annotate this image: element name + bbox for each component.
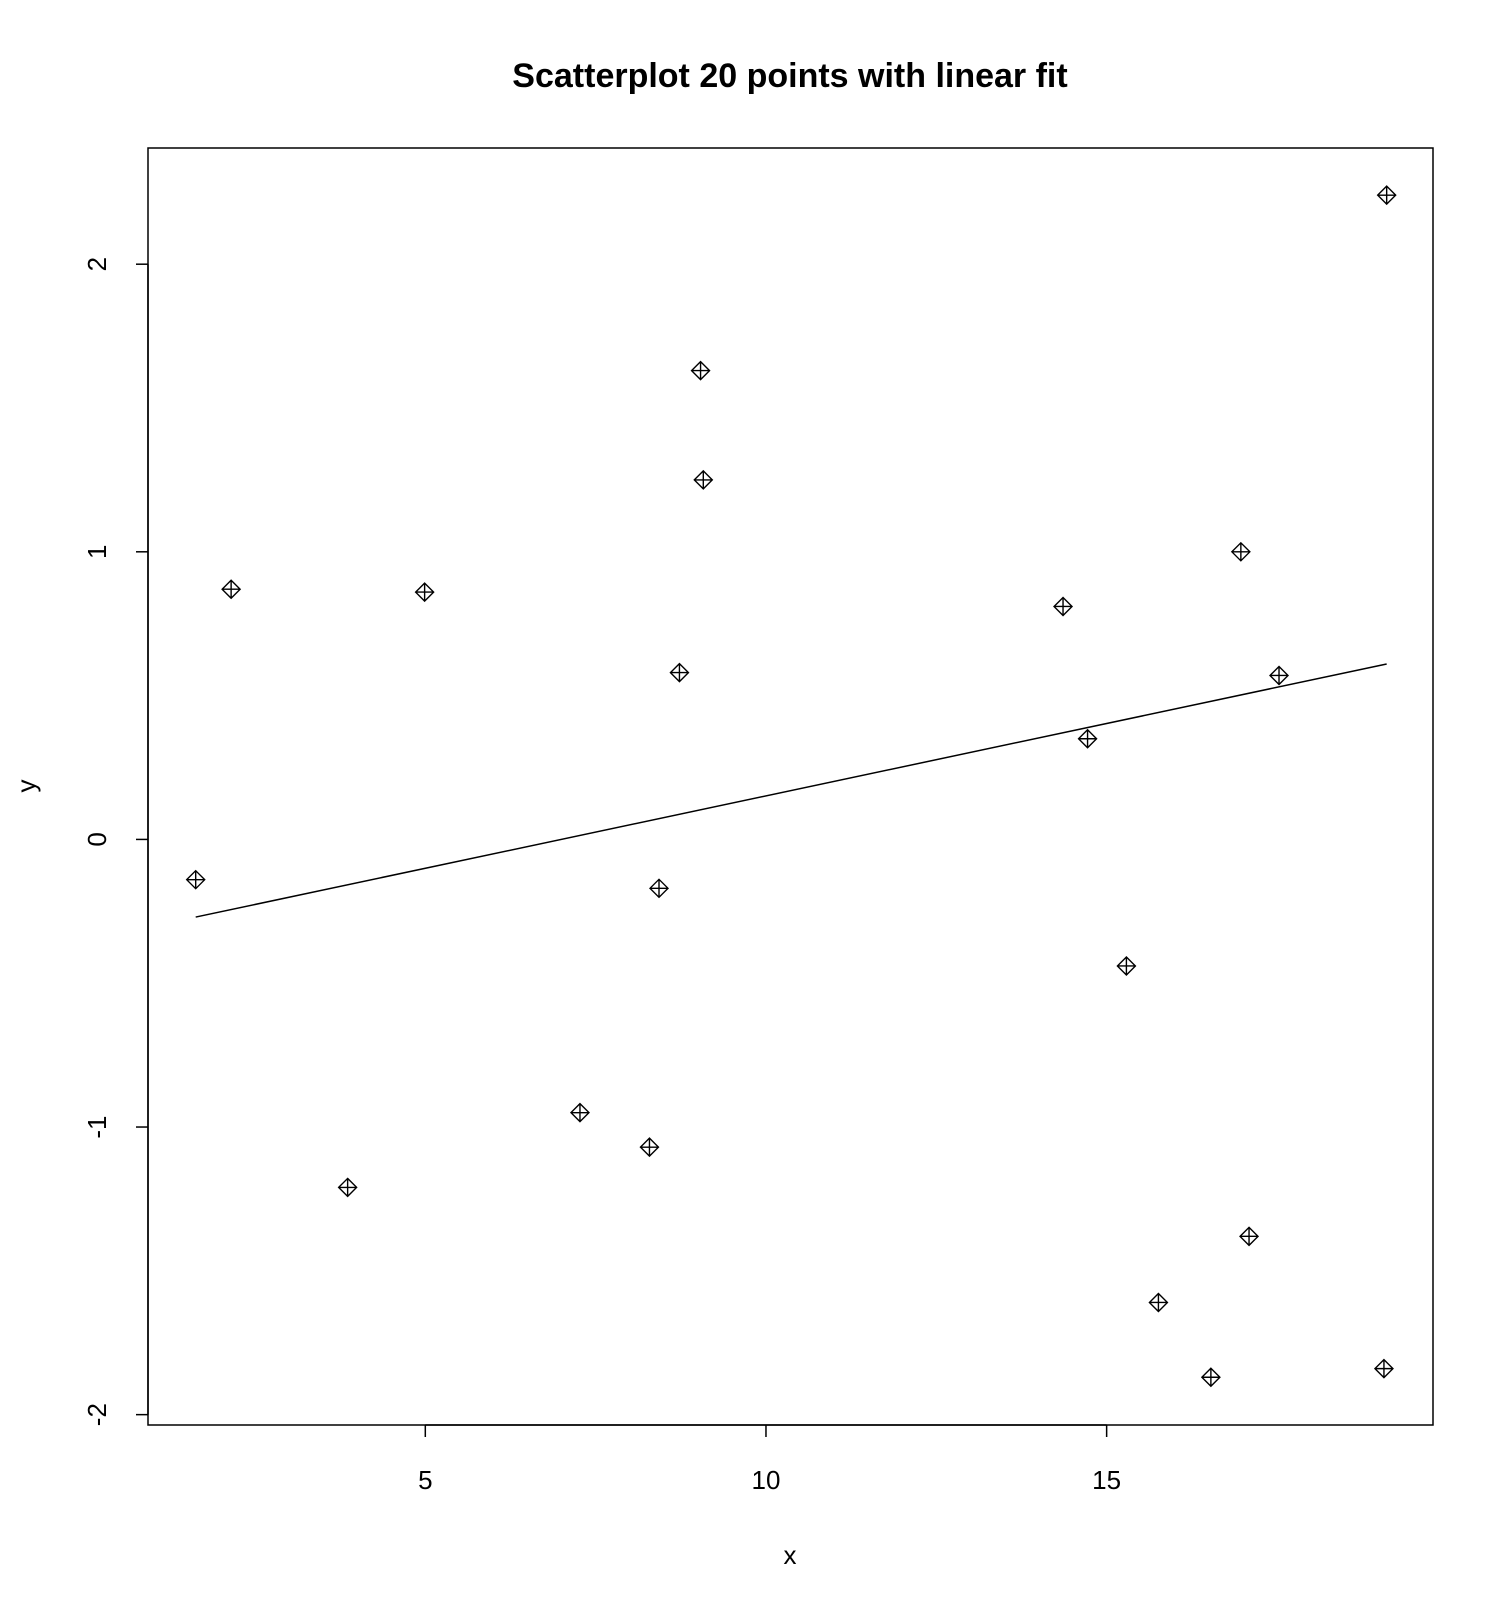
data-point xyxy=(1116,955,1137,976)
y-tick-label: -2 xyxy=(82,1403,112,1426)
y-tick-label: 2 xyxy=(82,257,112,271)
x-tick-label: 10 xyxy=(752,1465,781,1495)
data-point xyxy=(1373,1358,1394,1379)
y-axis: -2 -1 0 1 2 xyxy=(82,257,149,1426)
data-point xyxy=(185,869,206,890)
data-point xyxy=(669,662,690,683)
data-point xyxy=(414,582,435,603)
data-point xyxy=(639,1137,660,1158)
y-tick-label: -1 xyxy=(82,1115,112,1138)
data-point xyxy=(1230,541,1251,562)
data-point xyxy=(1269,665,1290,686)
x-tick-label: 15 xyxy=(1092,1465,1121,1495)
data-point xyxy=(1239,1226,1260,1247)
data-point xyxy=(649,878,669,899)
linear-fit-line xyxy=(195,663,1387,918)
y-tick-label: 0 xyxy=(82,832,112,846)
x-axis: 5 10 15 xyxy=(418,1424,1121,1495)
data-point xyxy=(1148,1292,1169,1313)
chart-title: Scatterplot 20 points with linear fit xyxy=(512,57,1067,95)
data-point xyxy=(693,469,714,490)
y-axis-label: y xyxy=(11,780,41,793)
data-point xyxy=(1200,1367,1221,1388)
data-point xyxy=(569,1102,590,1123)
plot-frame xyxy=(147,147,1434,1426)
data-point xyxy=(337,1177,358,1198)
data-point xyxy=(221,579,242,600)
data-point xyxy=(1077,728,1098,749)
data-point xyxy=(1053,596,1074,617)
x-axis-label: x xyxy=(784,1540,797,1570)
y-tick-label: 1 xyxy=(82,545,112,559)
data-point xyxy=(1376,185,1397,206)
x-tick-label: 5 xyxy=(418,1465,432,1495)
data-point xyxy=(690,360,711,381)
data-points xyxy=(185,185,1397,1388)
